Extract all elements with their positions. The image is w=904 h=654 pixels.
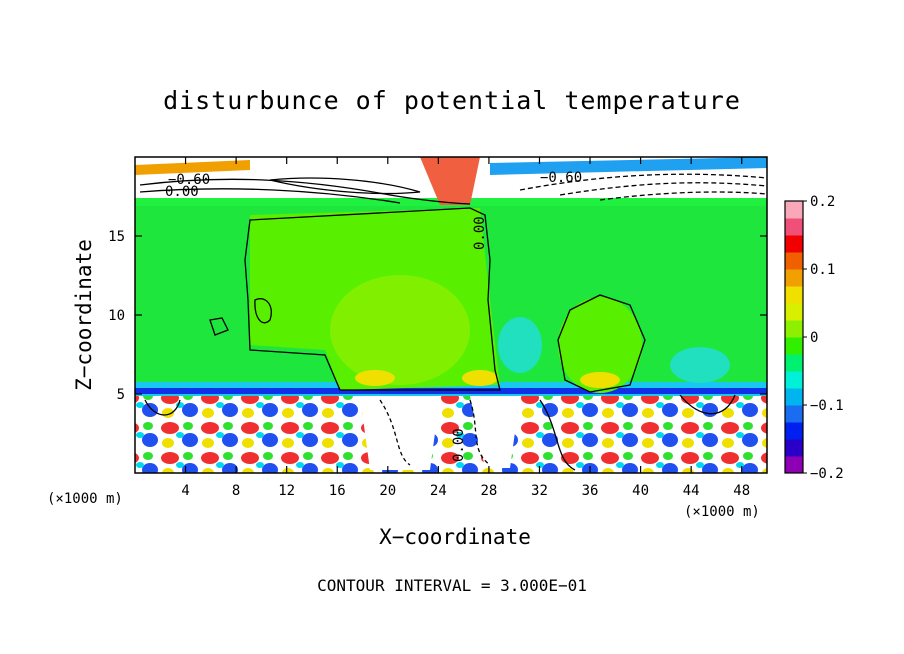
- x-tick-label-9: 40: [632, 483, 649, 499]
- x-tick-label-2: 12: [278, 483, 295, 499]
- contour-upper-2: [139, 188, 401, 204]
- colorbar-tick-label-0: 0.2: [810, 194, 835, 210]
- colorbar-swatch-0: [785, 456, 803, 474]
- colorbar-swatch-2: [785, 422, 803, 440]
- x-tick-label-6: 28: [480, 483, 497, 499]
- colorbar-tick-label-1: 0.1: [810, 262, 835, 278]
- cool-spot-2: [670, 347, 730, 383]
- right-plume-warm: [580, 372, 620, 388]
- x-axis-ticks: 4 8 12 16 20 24 28 32 36 40 44 48: [181, 157, 750, 499]
- contour-label-2: 0.00: [165, 184, 199, 200]
- upper-plume: [420, 157, 480, 205]
- cool-spot-1: [498, 317, 542, 373]
- y-tick-label-0: 5: [117, 387, 125, 403]
- colorbar-tick-label-3: −0.1: [810, 398, 844, 414]
- lower-layer: [135, 395, 767, 473]
- contour-interval-note: CONTOUR INTERVAL = 3.000E−01: [317, 576, 587, 595]
- contour-lower-4: [144, 399, 181, 416]
- contour-label-group: −0.60 0.00 0.00 0.00 −0.60: [165, 170, 582, 462]
- x-tick-label-4: 20: [379, 483, 396, 499]
- x-tick-label-1: 8: [232, 483, 240, 499]
- colorbar-swatch-7: [785, 337, 803, 355]
- y-tick-label-2: 15: [108, 229, 125, 245]
- colorbar-swatch-10: [785, 286, 803, 304]
- inversion-core: [135, 388, 767, 394]
- contour-lower-1: [379, 399, 411, 466]
- contour-lower-2: [469, 399, 491, 466]
- colorbar-swatch-6: [785, 354, 803, 372]
- contour-lower-5: [679, 394, 736, 415]
- contour-label-1: −0.60: [168, 172, 210, 188]
- cold-tongue: [360, 396, 440, 470]
- x-tick-label-0: 4: [181, 483, 189, 499]
- x-tick-label-8: 36: [582, 483, 599, 499]
- contour-zero-main: [244, 207, 501, 391]
- upper-right-band: [490, 157, 767, 175]
- colorbar-tick-label-2: 0: [810, 330, 818, 346]
- contour-lower-3: [539, 399, 576, 471]
- x-axis-label: X−coordinate: [379, 525, 531, 549]
- colorbar-swatch-4: [785, 388, 803, 406]
- contour-lines: [139, 173, 768, 471]
- y-tick-label-1: 10: [108, 308, 125, 324]
- colorbar-tick-label-4: −0.2: [810, 466, 844, 482]
- colorbar-swatch-13: [785, 235, 803, 253]
- contour-label-4: 0.00: [451, 428, 467, 462]
- contour-upper-4: [519, 173, 768, 191]
- contour-label-5: −0.60: [540, 170, 582, 186]
- colorbar: 0.2 0.1 0 −0.1 −0.2: [784, 194, 844, 482]
- x-tick-label-3: 16: [329, 483, 346, 499]
- colorbar-swatch-3: [785, 405, 803, 423]
- contour-zero-right: [557, 294, 646, 393]
- colorbar-swatch-5: [785, 371, 803, 389]
- upper-left-band: [135, 160, 250, 175]
- y-axis-ticks: 5 10 15: [108, 229, 767, 403]
- contour-upper-6: [599, 191, 768, 201]
- x-unit-label-right: (×1000 m): [684, 504, 760, 520]
- cold-tongue-2: [470, 396, 520, 468]
- x-tick-label-5: 24: [430, 483, 447, 499]
- colorbar-swatch-11: [785, 269, 803, 287]
- x-tick-label-7: 32: [531, 483, 548, 499]
- colorbar-swatch-1: [785, 439, 803, 457]
- heatmap-field: [135, 157, 767, 473]
- contour-upper-5: [559, 182, 768, 196]
- plume-warm-spot-2: [462, 370, 498, 386]
- colorbar-swatch-8: [785, 320, 803, 338]
- chart-title: disturbunce of potential temperature: [163, 86, 741, 115]
- colorbar-swatch-14: [785, 218, 803, 236]
- contour-small-2: [254, 298, 272, 324]
- colorbar-swatch-12: [785, 252, 803, 270]
- right-plume: [558, 297, 642, 393]
- contour-small-1: [209, 317, 229, 336]
- x-tick-label-11: 48: [733, 483, 750, 499]
- plume-core: [330, 275, 470, 385]
- x-unit-label-left: (×1000 m): [47, 491, 123, 507]
- colorbar-swatch-15: [785, 201, 803, 219]
- plume-warm-spot-1: [355, 370, 395, 386]
- contour-upper-1: [139, 178, 471, 205]
- y-axis-label: Z−coordinate: [72, 239, 96, 391]
- contour-label-3: 0.00: [472, 216, 488, 250]
- colorbar-swatch-9: [785, 303, 803, 321]
- contour-upper-3: [269, 177, 421, 195]
- x-tick-label-10: 44: [683, 483, 700, 499]
